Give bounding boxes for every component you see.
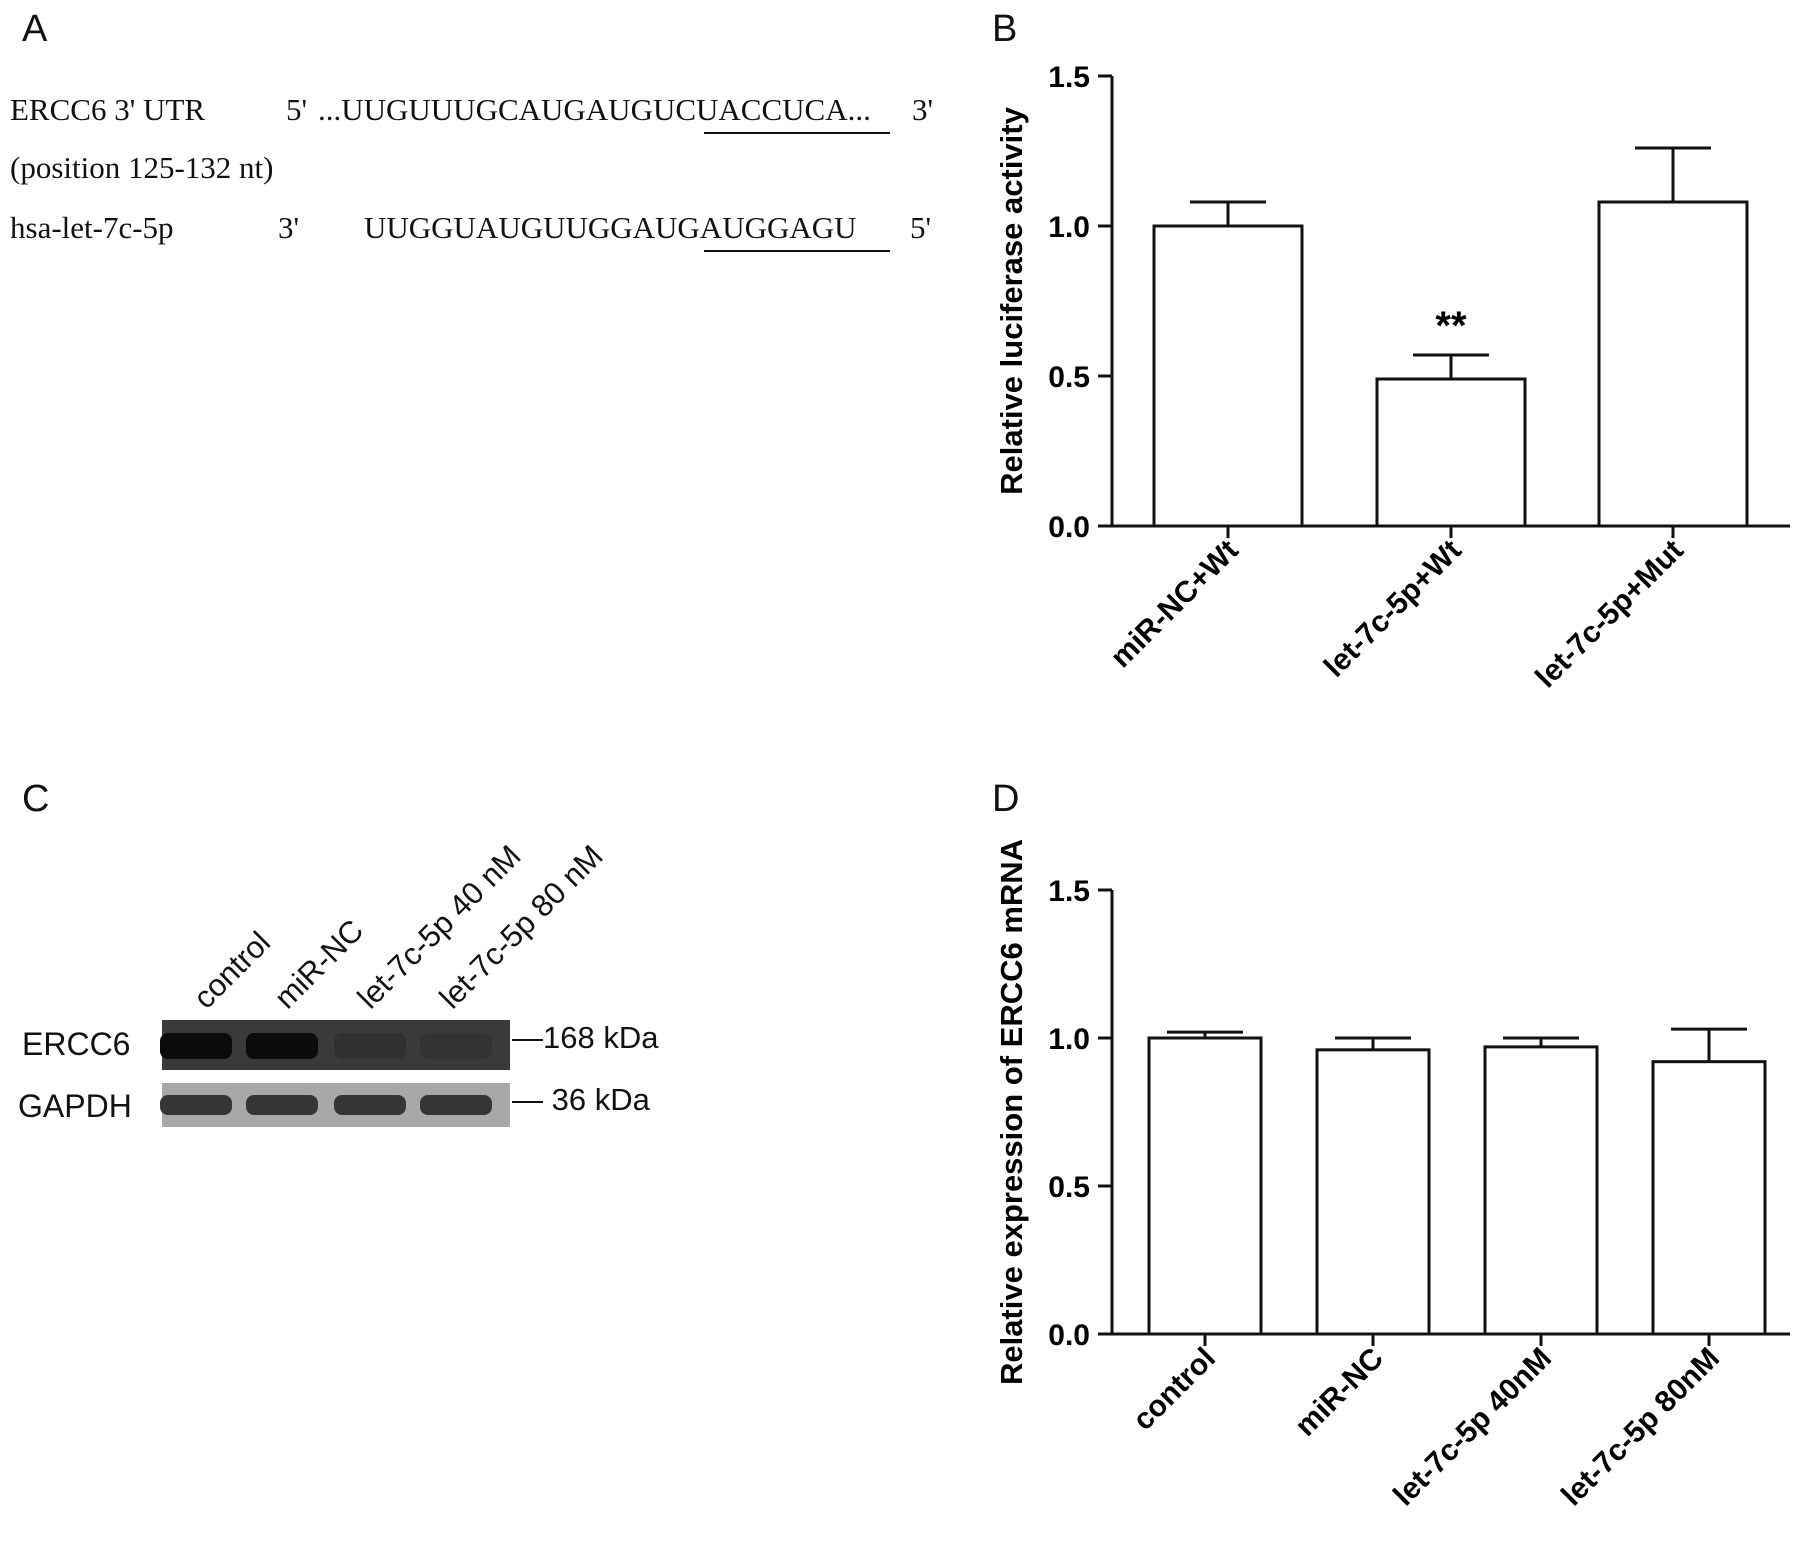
mirna-seed-underline xyxy=(704,250,890,252)
utr-3prime: 3' xyxy=(912,92,934,127)
y-tick-label: 1.5 xyxy=(1048,875,1090,908)
bar xyxy=(1315,1048,1431,1336)
blot-band xyxy=(334,1095,406,1115)
y-tick-label: 0.0 xyxy=(1048,1319,1090,1352)
mirna-seq-prefix: UUGGUAUGUUGGAU xyxy=(364,210,678,245)
blot-band xyxy=(160,1095,232,1115)
y-axis-label: Relative expression of ERCC6 mRNA xyxy=(994,839,1029,1385)
blot-band xyxy=(420,1033,492,1059)
y-tick-label: 0.0 xyxy=(1048,511,1090,544)
utr-sequence: ...UUGUUUGCAUGAUGUCUACCUCA... xyxy=(318,92,871,128)
mirna-seed-site: GAUGGAGU xyxy=(677,210,857,245)
position-note: (position 125-132 nt) xyxy=(10,150,274,185)
x-tick-label: let-7c-5p 40nM xyxy=(1387,1342,1558,1513)
mirna-3prime: 3' xyxy=(278,210,300,245)
bar xyxy=(1483,1045,1599,1336)
mirna-label: hsa-let-7c-5p xyxy=(10,210,174,245)
bar xyxy=(1597,200,1749,528)
panel-letter-c: C xyxy=(22,778,50,820)
blot-strip-gapdh xyxy=(160,1083,510,1127)
marker-168kda: —168 kDa xyxy=(512,1020,659,1055)
x-tick-label: let-7c-5p 80nM xyxy=(1555,1342,1726,1513)
y-tick-label: 1.5 xyxy=(1048,61,1090,94)
blot-band xyxy=(246,1095,318,1115)
utr-5prime: 5' xyxy=(286,92,308,127)
y-tick-label: 0.5 xyxy=(1048,1171,1090,1204)
bar xyxy=(1152,224,1304,528)
blot-row-label-ercc6: ERCC6 xyxy=(22,1026,131,1062)
blot-band xyxy=(160,1033,232,1059)
utr-seed-underline xyxy=(704,132,890,134)
utr-seed-site: CUACCUCA xyxy=(675,92,848,127)
x-tick-label: let-7c-5p+Mut xyxy=(1529,534,1690,695)
bar xyxy=(1147,1036,1263,1336)
mirna-5prime: 5' xyxy=(910,210,932,245)
blot-band xyxy=(420,1095,492,1115)
panel-letter-b: B xyxy=(992,8,1018,50)
marker-36kda: — 36 kDa xyxy=(512,1082,650,1117)
marker-168kda-label: 168 kDa xyxy=(543,1020,659,1055)
y-axis-label: Relative luciferase activity xyxy=(994,106,1029,494)
blot-strip-ercc6 xyxy=(160,1020,510,1070)
blot-band xyxy=(246,1033,318,1059)
bar xyxy=(1651,1060,1767,1336)
bar xyxy=(1375,377,1527,528)
y-tick-label: 1.0 xyxy=(1048,211,1090,244)
blot-band xyxy=(334,1033,406,1059)
y-tick-label: 0.5 xyxy=(1048,361,1090,394)
x-tick-label: miR-NC xyxy=(1289,1342,1390,1443)
y-tick-label: 1.0 xyxy=(1048,1023,1090,1056)
x-tick-label: control xyxy=(1127,1342,1222,1437)
x-tick-label: let-7c-5p+Wt xyxy=(1318,534,1468,684)
utr-seq-prefix: ...UUGUUUGCAUGAUGU xyxy=(318,92,676,127)
panel-letter-d: D xyxy=(992,778,1020,820)
significance-marker: ** xyxy=(1435,304,1467,348)
utr-label: ERCC6 3' UTR xyxy=(10,92,206,127)
x-tick-label: miR-NC+Wt xyxy=(1104,534,1245,675)
mirna-sequence: UUGGUAUGUUGGAUGAUGGAGU xyxy=(364,210,857,246)
marker-36kda-label: 36 kDa xyxy=(551,1082,650,1117)
blot-row-label-gapdh: GAPDH xyxy=(18,1088,132,1124)
utr-seq-suffix: ... xyxy=(847,92,871,127)
panel-letter-a: A xyxy=(22,8,48,50)
